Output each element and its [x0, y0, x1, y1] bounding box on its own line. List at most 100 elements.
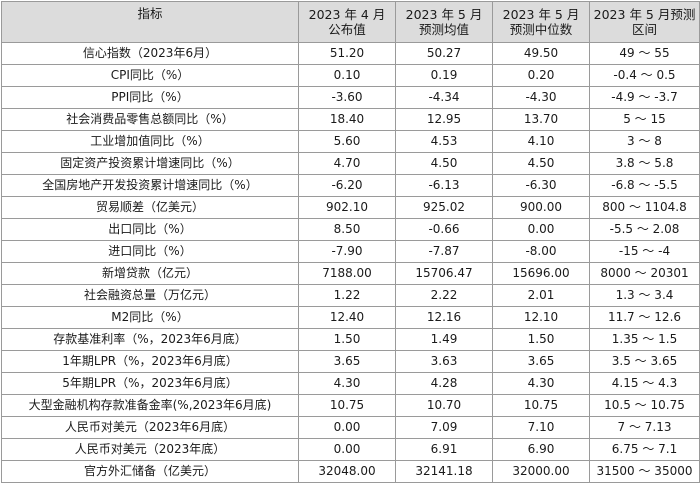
cell-may-median: 10.75: [492, 394, 590, 417]
cell-may-range: 7 ～ 7.13: [589, 416, 700, 439]
cell-may-range: 49 ～ 55: [589, 42, 700, 65]
cell-april-published: 10.75: [298, 394, 396, 417]
cell-may-mean: -7.87: [395, 240, 493, 263]
cell-april-published: 7188.00: [298, 262, 396, 285]
cell-may-mean: 32141.18: [395, 460, 493, 483]
cell-april-published: 18.40: [298, 108, 396, 131]
cell-may-range: 1.3 ～ 3.4: [589, 284, 700, 307]
cell-may-median: 13.70: [492, 108, 590, 131]
cell-may-range: -4.9 ～ -3.7: [589, 86, 700, 109]
cell-may-range: -15 ～ -4: [589, 240, 700, 263]
cell-indicator: 1年期LPR（%，2023年6月底）: [1, 350, 299, 373]
cell-may-range: -6.8 ～ -5.5: [589, 174, 700, 197]
cell-indicator: M2同比（%）: [1, 306, 299, 329]
cell-indicator: 官方外汇储备（亿美元）: [1, 460, 299, 483]
cell-may-mean: 0.19: [395, 64, 493, 87]
cell-indicator: 社会消费品零售总额同比（%）: [1, 108, 299, 131]
header-april-published: 2023 年 4 月 公布值: [298, 1, 396, 43]
cell-indicator: 贸易顺差（亿美元）: [1, 196, 299, 219]
table-row: 官方外汇储备（亿美元） 32048.00 32141.18 32000.00 31500…: [1, 460, 700, 483]
cell-may-median: 1.50: [492, 328, 590, 351]
cell-april-published: 0.00: [298, 438, 396, 461]
header-april-line2: 公布值: [328, 22, 366, 37]
cell-may-range: -0.4 ～ 0.5: [589, 64, 700, 87]
cell-indicator: 人民币对美元（2023年6月底）: [1, 416, 299, 439]
cell-april-published: 32048.00: [298, 460, 396, 483]
header-may-mean: 2023 年 5 月 预测均值: [395, 1, 493, 43]
table-row: 新增贷款（亿元） 7188.00 15706.47 15696.00 8000 ～ 20…: [1, 262, 700, 285]
table-row: 工业增加值同比（%） 5.60 4.53 4.10 3 ～ 8: [1, 130, 700, 153]
header-mean-line2: 预测均值: [418, 22, 469, 37]
cell-may-range: 3.5 ～ 3.65: [589, 350, 700, 373]
table-row: M2同比（%） 12.40 12.16 12.10 11.7 ～ 12.6: [1, 306, 700, 329]
header-may-median: 2023 年 5 月 预测中位数: [492, 1, 590, 43]
table-row: 人民币对美元（2023年底） 0.00 6.91 6.90 6.75 ～ 7.1: [1, 438, 700, 461]
cell-april-published: 5.60: [298, 130, 396, 153]
cell-april-published: 902.10: [298, 196, 396, 219]
cell-may-median: -6.30: [492, 174, 590, 197]
header-range-line2: 区间: [631, 22, 657, 37]
cell-april-published: 3.65: [298, 350, 396, 373]
cell-april-published: -6.20: [298, 174, 396, 197]
table-row: 进口同比（%） -7.90 -7.87 -8.00 -15 ～ -4: [1, 240, 700, 263]
cell-may-range: 6.75 ～ 7.1: [589, 438, 700, 461]
table-row: 贸易顺差（亿美元） 902.10 925.02 900.00 800 ～ 1104.8: [1, 196, 700, 219]
cell-may-mean: 4.53: [395, 130, 493, 153]
cell-april-published: 0.10: [298, 64, 396, 87]
cell-may-range: 31500 ～ 35000: [589, 460, 700, 483]
cell-may-mean: 6.91: [395, 438, 493, 461]
cell-may-mean: 12.16: [395, 306, 493, 329]
cell-may-median: 2.01: [492, 284, 590, 307]
header-row: 指标 2023 年 4 月 公布值 2023 年 5 月 预测均值 2023 年…: [1, 1, 700, 43]
cell-may-range: 11.7 ～ 12.6: [589, 306, 700, 329]
cell-april-published: 51.20: [298, 42, 396, 65]
table-row: 信心指数（2023年6月） 51.20 50.27 49.50 49 ～ 55: [1, 42, 700, 65]
cell-may-median: 4.50: [492, 152, 590, 175]
cell-may-median: 15696.00: [492, 262, 590, 285]
cell-may-median: 0.00: [492, 218, 590, 241]
cell-may-median: 12.10: [492, 306, 590, 329]
cell-indicator: 5年期LPR（%，2023年6月底）: [1, 372, 299, 395]
table-row: 全国房地产开发投资累计增速同比（%） -6.20 -6.13 -6.30 -6.8 ～ …: [1, 174, 700, 197]
cell-may-median: 7.10: [492, 416, 590, 439]
cell-may-mean: 4.28: [395, 372, 493, 395]
table-row: 出口同比（%） 8.50 -0.66 0.00 -5.5 ～ 2.08: [1, 218, 700, 241]
cell-may-median: 49.50: [492, 42, 590, 65]
cell-may-median: 0.20: [492, 64, 590, 87]
cell-april-published: 0.00: [298, 416, 396, 439]
cell-april-published: 1.50: [298, 328, 396, 351]
table-row: 社会消费品零售总额同比（%） 18.40 12.95 13.70 5 ～ 15: [1, 108, 700, 131]
header-range-line1: 2023 年 5 月预测: [593, 7, 696, 22]
cell-indicator: 大型金融机构存款准备金率(%,2023年6月底): [1, 394, 299, 417]
cell-indicator: 出口同比（%）: [1, 218, 299, 241]
table-header: 指标 2023 年 4 月 公布值 2023 年 5 月 预测均值 2023 年…: [1, 1, 700, 43]
cell-may-mean: 2.22: [395, 284, 493, 307]
cell-indicator: 存款基准利率（%，2023年6月底）: [1, 328, 299, 351]
table-row: 大型金融机构存款准备金率(%,2023年6月底) 10.75 10.70 10.75 1…: [1, 394, 700, 417]
cell-may-mean: 4.50: [395, 152, 493, 175]
cell-may-median: -4.30: [492, 86, 590, 109]
cell-indicator: PPI同比（%）: [1, 86, 299, 109]
cell-may-range: -5.5 ～ 2.08: [589, 218, 700, 241]
cell-may-mean: 50.27: [395, 42, 493, 65]
cell-may-range: 3 ～ 8: [589, 130, 700, 153]
table-row: 1年期LPR（%，2023年6月底） 3.65 3.63 3.65 3.5 ～ 3.65: [1, 350, 700, 373]
cell-may-range: 800 ～ 1104.8: [589, 196, 700, 219]
cell-may-range: 10.5 ～ 10.75: [589, 394, 700, 417]
cell-may-mean: 3.63: [395, 350, 493, 373]
cell-indicator: 人民币对美元（2023年底）: [1, 438, 299, 461]
cell-indicator: 工业增加值同比（%）: [1, 130, 299, 153]
cell-indicator: 信心指数（2023年6月）: [1, 42, 299, 65]
table-row: CPI同比（%） 0.10 0.19 0.20 -0.4 ～ 0.5: [1, 64, 700, 87]
cell-may-range: 3.8 ～ 5.8: [589, 152, 700, 175]
cell-may-range: 5 ～ 15: [589, 108, 700, 131]
cell-may-mean: 1.49: [395, 328, 493, 351]
cell-may-range: 1.35 ～ 1.5: [589, 328, 700, 351]
header-may-range: 2023 年 5 月预测 区间: [589, 1, 700, 43]
cell-may-range: 4.15 ～ 4.3: [589, 372, 700, 395]
cell-may-median: -8.00: [492, 240, 590, 263]
cell-may-range: 8000 ～ 20301: [589, 262, 700, 285]
table-row: 人民币对美元（2023年6月底） 0.00 7.09 7.10 7 ～ 7.13: [1, 416, 700, 439]
cell-indicator: 社会融资总量（万亿元）: [1, 284, 299, 307]
